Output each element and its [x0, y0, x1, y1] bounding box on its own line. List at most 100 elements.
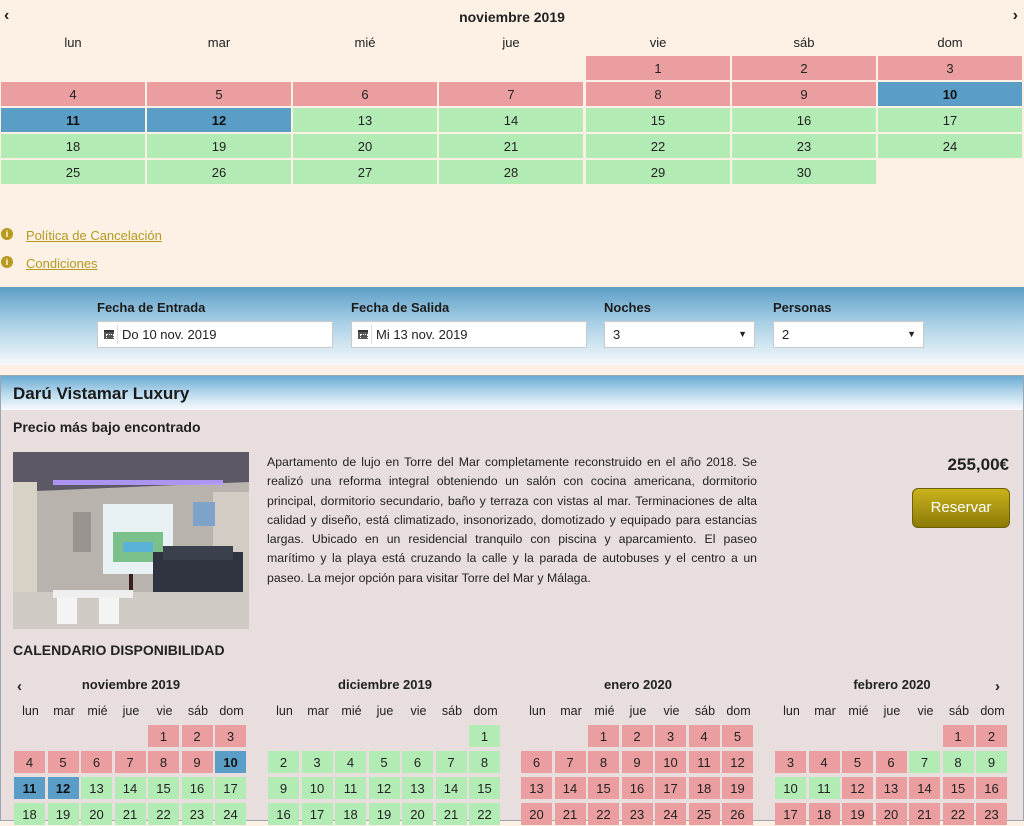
- calendar-day[interactable]: 8: [469, 751, 500, 773]
- calendar-day[interactable]: 23: [976, 803, 1007, 825]
- calendar-day[interactable]: 3: [215, 725, 246, 747]
- calendar-day[interactable]: 18: [808, 803, 840, 825]
- calendar-day[interactable]: 6: [875, 751, 907, 773]
- calendar-day[interactable]: 18: [14, 803, 45, 825]
- calendar-day[interactable]: 5: [368, 751, 400, 773]
- calendar-day[interactable]: 4: [1, 82, 145, 106]
- calendar-day[interactable]: 18: [688, 777, 720, 799]
- calendar-day[interactable]: 16: [621, 777, 653, 799]
- calendar-day[interactable]: 13: [81, 777, 112, 799]
- calendar-day[interactable]: 22: [469, 803, 500, 825]
- calendar-day[interactable]: 24: [655, 803, 686, 825]
- calendar-day[interactable]: 17: [655, 777, 686, 799]
- calendar-day[interactable]: 10: [215, 751, 246, 773]
- calendar-day[interactable]: 1: [588, 725, 619, 747]
- calendar-day[interactable]: 9: [976, 751, 1007, 773]
- calendar-day[interactable]: 10: [655, 751, 686, 773]
- calendar-day[interactable]: 20: [521, 803, 552, 825]
- calendar-day[interactable]: 1: [469, 725, 500, 747]
- calendar-day[interactable]: 24: [215, 803, 246, 825]
- calendar-day[interactable]: 22: [586, 134, 730, 158]
- conditions-link[interactable]: Condiciones: [26, 256, 98, 271]
- calendar-day[interactable]: 15: [942, 777, 974, 799]
- calendar-day[interactable]: 23: [732, 134, 876, 158]
- calendar-day[interactable]: 17: [215, 777, 246, 799]
- calendar-day[interactable]: 15: [148, 777, 179, 799]
- calendar-day[interactable]: 23: [621, 803, 653, 825]
- calendar-day[interactable]: 13: [875, 777, 907, 799]
- calendar-day[interactable]: 14: [554, 777, 586, 799]
- calendar-day[interactable]: 9: [732, 82, 876, 106]
- calendar-day[interactable]: 7: [439, 82, 583, 106]
- calendar-day[interactable]: 3: [655, 725, 686, 747]
- calendar-day[interactable]: 9: [268, 777, 299, 799]
- calendar-day[interactable]: 9: [181, 751, 213, 773]
- calendar-day[interactable]: 11: [1, 108, 145, 132]
- calendar-day[interactable]: 8: [942, 751, 974, 773]
- calendar-day[interactable]: 9: [621, 751, 653, 773]
- calendar-day[interactable]: 12: [722, 751, 753, 773]
- calendar-day[interactable]: 5: [147, 82, 291, 106]
- calendar-day[interactable]: 15: [588, 777, 619, 799]
- calendar-day[interactable]: 2: [621, 725, 653, 747]
- calendar-day[interactable]: 14: [439, 108, 583, 132]
- calendar-day[interactable]: 7: [554, 751, 586, 773]
- calendar-day[interactable]: 3: [878, 56, 1022, 80]
- calendar-day[interactable]: 15: [469, 777, 500, 799]
- calendar-day[interactable]: 14: [435, 777, 467, 799]
- calendar-day[interactable]: 25: [1, 160, 145, 184]
- calendar-day[interactable]: 11: [808, 777, 840, 799]
- cancellation-policy-link[interactable]: Política de Cancelación: [26, 228, 162, 243]
- calendar-day[interactable]: 3: [775, 751, 806, 773]
- calendar-day[interactable]: 4: [14, 751, 45, 773]
- calendar-day[interactable]: 4: [688, 725, 720, 747]
- calendar-day[interactable]: 16: [181, 777, 213, 799]
- calendar-day[interactable]: 4: [808, 751, 840, 773]
- calendar-day[interactable]: 11: [335, 777, 366, 799]
- calendar-day[interactable]: 21: [909, 803, 940, 825]
- calendar-day[interactable]: 14: [909, 777, 940, 799]
- calendar-day[interactable]: 23: [181, 803, 213, 825]
- calendar-day[interactable]: 7: [114, 751, 146, 773]
- calendar-day[interactable]: 2: [268, 751, 299, 773]
- calendar-day[interactable]: 20: [81, 803, 112, 825]
- calendar-day[interactable]: 26: [147, 160, 291, 184]
- calendar-day[interactable]: 7: [909, 751, 940, 773]
- calendar-day[interactable]: 5: [47, 751, 79, 773]
- calendar-day[interactable]: 13: [521, 777, 552, 799]
- nights-select[interactable]: 3 ▼: [604, 321, 755, 348]
- calendar-day[interactable]: 8: [588, 751, 619, 773]
- calendar-day[interactable]: 8: [586, 82, 730, 106]
- calendar-day[interactable]: 10: [878, 82, 1022, 106]
- chevron-right-icon[interactable]: ›: [1012, 7, 1018, 24]
- calendar-day[interactable]: 12: [368, 777, 400, 799]
- checkin-date-field[interactable]: Do 10 nov. 2019: [97, 321, 333, 348]
- guests-select[interactable]: 2 ▼: [773, 321, 924, 348]
- calendar-day[interactable]: 26: [722, 803, 753, 825]
- calendar-day[interactable]: 19: [147, 134, 291, 158]
- calendar-day[interactable]: 21: [554, 803, 586, 825]
- calendar-day[interactable]: 29: [586, 160, 730, 184]
- calendar-day[interactable]: 13: [402, 777, 433, 799]
- calendar-day[interactable]: 27: [293, 160, 437, 184]
- calendar-day[interactable]: 4: [335, 751, 366, 773]
- calendar-day[interactable]: 12: [147, 108, 291, 132]
- calendar-day[interactable]: 17: [878, 108, 1022, 132]
- calendar-day[interactable]: 3: [301, 751, 333, 773]
- calendar-day[interactable]: 22: [942, 803, 974, 825]
- calendar-day[interactable]: 30: [732, 160, 876, 184]
- calendar-day[interactable]: 22: [588, 803, 619, 825]
- calendar-day[interactable]: 21: [435, 803, 467, 825]
- calendar-day[interactable]: 6: [402, 751, 433, 773]
- calendar-day[interactable]: 20: [293, 134, 437, 158]
- calendar-day[interactable]: 2: [976, 725, 1007, 747]
- calendar-day[interactable]: 8: [148, 751, 179, 773]
- calendar-day[interactable]: 20: [402, 803, 433, 825]
- calendar-day[interactable]: 6: [81, 751, 112, 773]
- calendar-day[interactable]: 13: [293, 108, 437, 132]
- property-photo[interactable]: [13, 452, 249, 629]
- calendar-day[interactable]: 10: [301, 777, 333, 799]
- calendar-day[interactable]: 5: [722, 725, 753, 747]
- calendar-day[interactable]: 19: [722, 777, 753, 799]
- calendar-day[interactable]: 5: [842, 751, 873, 773]
